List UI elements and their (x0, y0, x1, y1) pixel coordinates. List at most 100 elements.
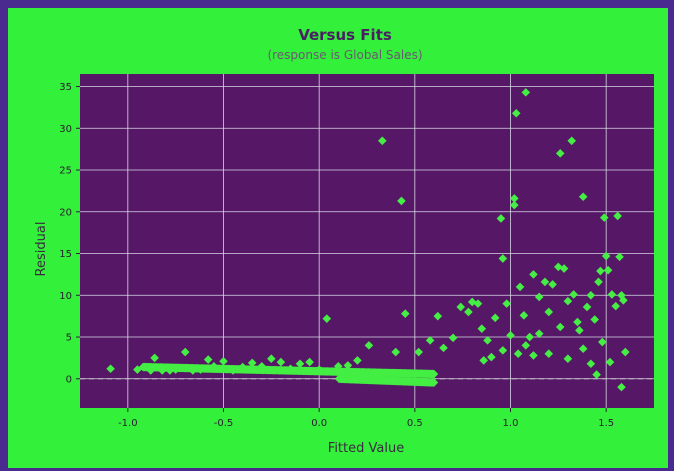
x-tick-label: 0.0 (311, 418, 327, 429)
data-point (599, 213, 609, 222)
data-point (467, 297, 477, 307)
data-point (247, 358, 257, 368)
data-point (540, 277, 550, 287)
data-point (448, 333, 458, 343)
y-tick-label: 25 (59, 166, 72, 177)
x-tick-label: 0.5 (407, 418, 423, 429)
data-point (364, 341, 374, 350)
data-point (490, 313, 500, 323)
data-point (596, 266, 605, 276)
data-point (456, 302, 466, 312)
data-point (586, 359, 596, 369)
data-point (487, 352, 496, 362)
data-point (607, 290, 617, 299)
data-point (510, 200, 519, 210)
data-point (322, 314, 332, 323)
data-point (267, 354, 276, 364)
data-point (519, 311, 529, 320)
data-point (479, 356, 489, 365)
data-point (529, 270, 538, 279)
data-point (433, 311, 443, 321)
data-point (133, 365, 142, 374)
data-point (429, 369, 439, 379)
data-point (559, 264, 569, 273)
data-point (180, 347, 190, 357)
chart-title: Versus Fits (298, 26, 392, 44)
y-tick-label: 0 (66, 374, 72, 385)
data-point (353, 356, 362, 365)
data-point (400, 309, 410, 318)
data-point (582, 302, 592, 312)
data-point (555, 149, 565, 158)
x-tick-label: 1.5 (598, 418, 614, 429)
data-point (605, 357, 615, 367)
data-point (425, 336, 435, 345)
x-tick-label: 1.0 (503, 418, 519, 429)
data-point (601, 251, 611, 261)
data-point (611, 301, 621, 311)
data-point (567, 136, 577, 146)
data-point (150, 353, 159, 363)
data-point (613, 211, 622, 221)
data-point (464, 307, 473, 317)
data-point (483, 336, 492, 345)
chart-subtitle: (response is Global Sales) (267, 48, 422, 62)
points-layer (106, 88, 630, 392)
data-point (397, 196, 406, 206)
data-point (578, 344, 588, 354)
data-point (525, 332, 534, 342)
data-point (569, 290, 578, 299)
data-point (592, 370, 601, 379)
x-tick-label: -0.5 (214, 418, 234, 429)
data-point (621, 347, 630, 357)
data-point (615, 252, 624, 262)
data-point (498, 254, 508, 263)
data-point (295, 359, 305, 369)
y-tick-label: 30 (59, 124, 72, 135)
data-point (414, 347, 423, 357)
ticks-layer: -1.0 -0.5 0.0 0.5 1.0 1.5 0 5 10 15 20 25 30 35 (59, 82, 614, 429)
data-point (594, 277, 603, 287)
data-point (498, 346, 508, 355)
y-tick-label: 5 (66, 333, 72, 344)
chart-svg: Versus Fits (response is Global Sales) -… (34, 26, 654, 456)
data-point (276, 357, 286, 367)
data-point (619, 295, 628, 305)
data-point (502, 299, 511, 308)
data-point (203, 355, 213, 364)
data-point (529, 351, 538, 360)
y-tick-label: 35 (59, 82, 72, 93)
data-point (477, 324, 487, 333)
y-axis-label: Residual (34, 222, 49, 277)
data-point (555, 322, 565, 332)
y-tick-label: 20 (59, 207, 72, 218)
data-point (510, 194, 519, 203)
data-point (603, 265, 613, 275)
data-point (563, 354, 573, 364)
plot-area (80, 74, 654, 408)
data-point (544, 307, 554, 317)
data-point (586, 290, 596, 300)
data-point (343, 361, 353, 370)
data-point (429, 378, 439, 387)
data-point (573, 317, 582, 327)
data-point (219, 356, 228, 366)
data-point (598, 337, 607, 347)
data-point (548, 280, 557, 289)
data-point (578, 192, 588, 202)
x-tick-label: -1.0 (118, 418, 138, 429)
data-point (496, 214, 506, 223)
data-point (575, 326, 584, 335)
data-point (521, 341, 531, 350)
data-point (563, 296, 573, 306)
data-point (534, 329, 544, 338)
data-point (439, 343, 448, 353)
data-point (544, 349, 554, 359)
data-point (590, 315, 599, 324)
data-point (305, 357, 314, 367)
x-axis-label: Fitted Value (328, 441, 404, 456)
grid-layer (80, 74, 654, 408)
data-point (534, 292, 544, 302)
data-point (106, 364, 115, 374)
chart-figure: Versus Fits (response is Global Sales) -… (8, 8, 668, 468)
